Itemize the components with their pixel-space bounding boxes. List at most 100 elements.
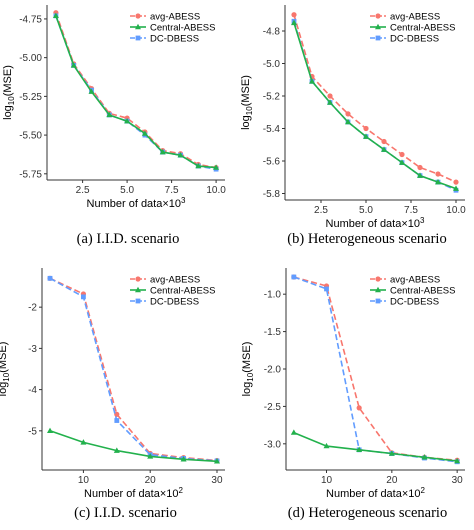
data-point-central-abess bbox=[80, 439, 87, 445]
data-point-central-abess bbox=[399, 159, 405, 165]
data-point-avg-abess bbox=[417, 164, 423, 171]
y-tick-label: -3.0 bbox=[264, 439, 282, 450]
data-point-avg-abess bbox=[435, 171, 441, 177]
data-point-dc-dbess bbox=[324, 286, 329, 292]
data-point-central-abess bbox=[88, 88, 95, 94]
y-tick-label: -5.8 bbox=[263, 189, 281, 200]
legend-label: Central-ABESS bbox=[150, 286, 215, 297]
y-tick-label: -5.50 bbox=[19, 131, 42, 142]
y-tick-label: -4.75 bbox=[19, 14, 42, 25]
y-tick-label: -4 bbox=[28, 385, 37, 396]
series-line-central-abess bbox=[293, 431, 458, 462]
x-axis-label: Number of data×102 bbox=[84, 486, 183, 500]
subfigure-caption: (d) Heterogeneous scenario bbox=[288, 505, 447, 521]
y-tick-label: -5.2 bbox=[263, 92, 281, 103]
data-point-central-abess bbox=[106, 111, 113, 118]
y-tick-label: -5.25 bbox=[19, 92, 42, 103]
series-line-avg-abess bbox=[49, 277, 218, 462]
legend-label: avg-ABESS bbox=[390, 12, 440, 23]
x-axis-label: Number of data×103 bbox=[87, 196, 186, 210]
series-line-avg-abess bbox=[293, 14, 457, 183]
data-point-central-abess bbox=[147, 453, 154, 459]
panel-d: -1.0 -1.5 -2.0 -2.5 -3.0 10 20 30 Number of data… bbox=[241, 268, 465, 521]
legend-label: Central-ABESS bbox=[150, 23, 215, 34]
legend-label: DC-DBESS bbox=[390, 34, 439, 45]
series-line-central-abess bbox=[49, 430, 218, 463]
y-tick-label: -5.00 bbox=[19, 53, 42, 64]
y-tick-label: -5.75 bbox=[19, 169, 42, 180]
data-point-central-abess bbox=[213, 164, 220, 170]
data-point-avg-abess bbox=[356, 405, 362, 411]
data-point-dc-dbess bbox=[47, 275, 53, 281]
data-point-avg-abess bbox=[381, 138, 387, 145]
y-axis-label: log10(MSE) bbox=[2, 65, 16, 120]
y-axis-label: log10(MSE) bbox=[240, 75, 254, 130]
y-tick-label: -1.5 bbox=[264, 327, 282, 338]
data-point-central-abess bbox=[356, 446, 363, 452]
data-point-central-abess bbox=[141, 130, 148, 136]
data-point-central-abess bbox=[177, 152, 184, 158]
y-tick-label: -2 bbox=[28, 303, 37, 314]
x-tick-label: 10.0 bbox=[446, 205, 466, 216]
legend-marker-central-abess bbox=[135, 23, 141, 30]
legend-marker-dc-dbess bbox=[375, 298, 381, 304]
y-tick-label: -2.0 bbox=[264, 365, 282, 376]
data-point-avg-abess bbox=[291, 12, 297, 18]
y-tick-label: -3 bbox=[28, 344, 37, 355]
x-tick-label: 30 bbox=[452, 475, 464, 486]
data-point-central-abess bbox=[453, 185, 459, 191]
data-point-avg-abess bbox=[327, 93, 333, 99]
data-point-central-abess bbox=[309, 78, 315, 84]
legend-marker-dc-dbess bbox=[375, 35, 381, 41]
y-tick-label: -5 bbox=[28, 426, 37, 437]
x-tick-label: 2.5 bbox=[76, 185, 90, 196]
data-point-central-abess bbox=[180, 456, 187, 462]
legend-marker-central-abess bbox=[135, 286, 141, 293]
data-point-central-abess bbox=[52, 12, 59, 19]
data-point-central-abess bbox=[345, 118, 351, 125]
y-tick-label: -2.5 bbox=[264, 402, 282, 413]
data-point-central-abess bbox=[291, 19, 297, 26]
data-point-central-abess bbox=[113, 447, 120, 453]
subfigure-caption: (b) Heterogeneous scenario bbox=[287, 231, 446, 247]
y-tick-label: -4.8 bbox=[263, 27, 281, 38]
data-point-central-abess bbox=[70, 62, 77, 68]
legend-marker-avg-abess bbox=[135, 13, 141, 19]
legend-label: avg-ABESS bbox=[150, 12, 200, 23]
x-tick-label: 5.0 bbox=[359, 205, 373, 216]
data-point-central-abess bbox=[290, 429, 297, 435]
legend-label: avg-ABESS bbox=[390, 275, 440, 286]
data-point-central-abess bbox=[381, 146, 387, 152]
data-point-central-abess bbox=[213, 458, 220, 464]
data-point-central-abess bbox=[388, 450, 395, 456]
data-point-central-abess bbox=[421, 454, 428, 460]
series-line-central-abess bbox=[55, 15, 217, 169]
series-line-dc-dbess bbox=[293, 21, 457, 192]
legend-label: DC-DBESS bbox=[390, 297, 439, 308]
legend-label: DC-DBESS bbox=[150, 297, 199, 308]
x-tick-label: 5.0 bbox=[120, 185, 134, 196]
data-point-central-abess bbox=[417, 172, 423, 178]
panel-a: -4.75 -5.00 -5.25 -5.50 -5.75 2.5 5.0 7.5 10.0 Nu… bbox=[2, 5, 226, 247]
x-tick-label: 30 bbox=[211, 475, 223, 486]
subfigure-caption: (a) I.I.D. scenario bbox=[77, 231, 180, 247]
data-point-central-abess bbox=[124, 117, 131, 124]
legend-marker-central-abess bbox=[375, 23, 381, 30]
data-point-dc-dbess bbox=[114, 418, 120, 423]
x-tick-label: 7.5 bbox=[404, 205, 418, 216]
y-tick-label: -5.0 bbox=[263, 59, 281, 70]
subfigure-caption: (c) I.I.D. scenario bbox=[74, 505, 177, 521]
y-axis-label: log10(MSE) bbox=[241, 342, 255, 397]
x-axis-label: Number of data×102 bbox=[326, 486, 425, 500]
data-point-avg-abess bbox=[363, 125, 369, 132]
x-axis-label: Number of data×103 bbox=[326, 216, 425, 230]
data-point-avg-abess bbox=[399, 151, 405, 158]
y-tick-label: -5.6 bbox=[263, 157, 281, 168]
x-tick-label: 20 bbox=[386, 475, 398, 486]
data-point-dc-dbess bbox=[81, 294, 86, 300]
